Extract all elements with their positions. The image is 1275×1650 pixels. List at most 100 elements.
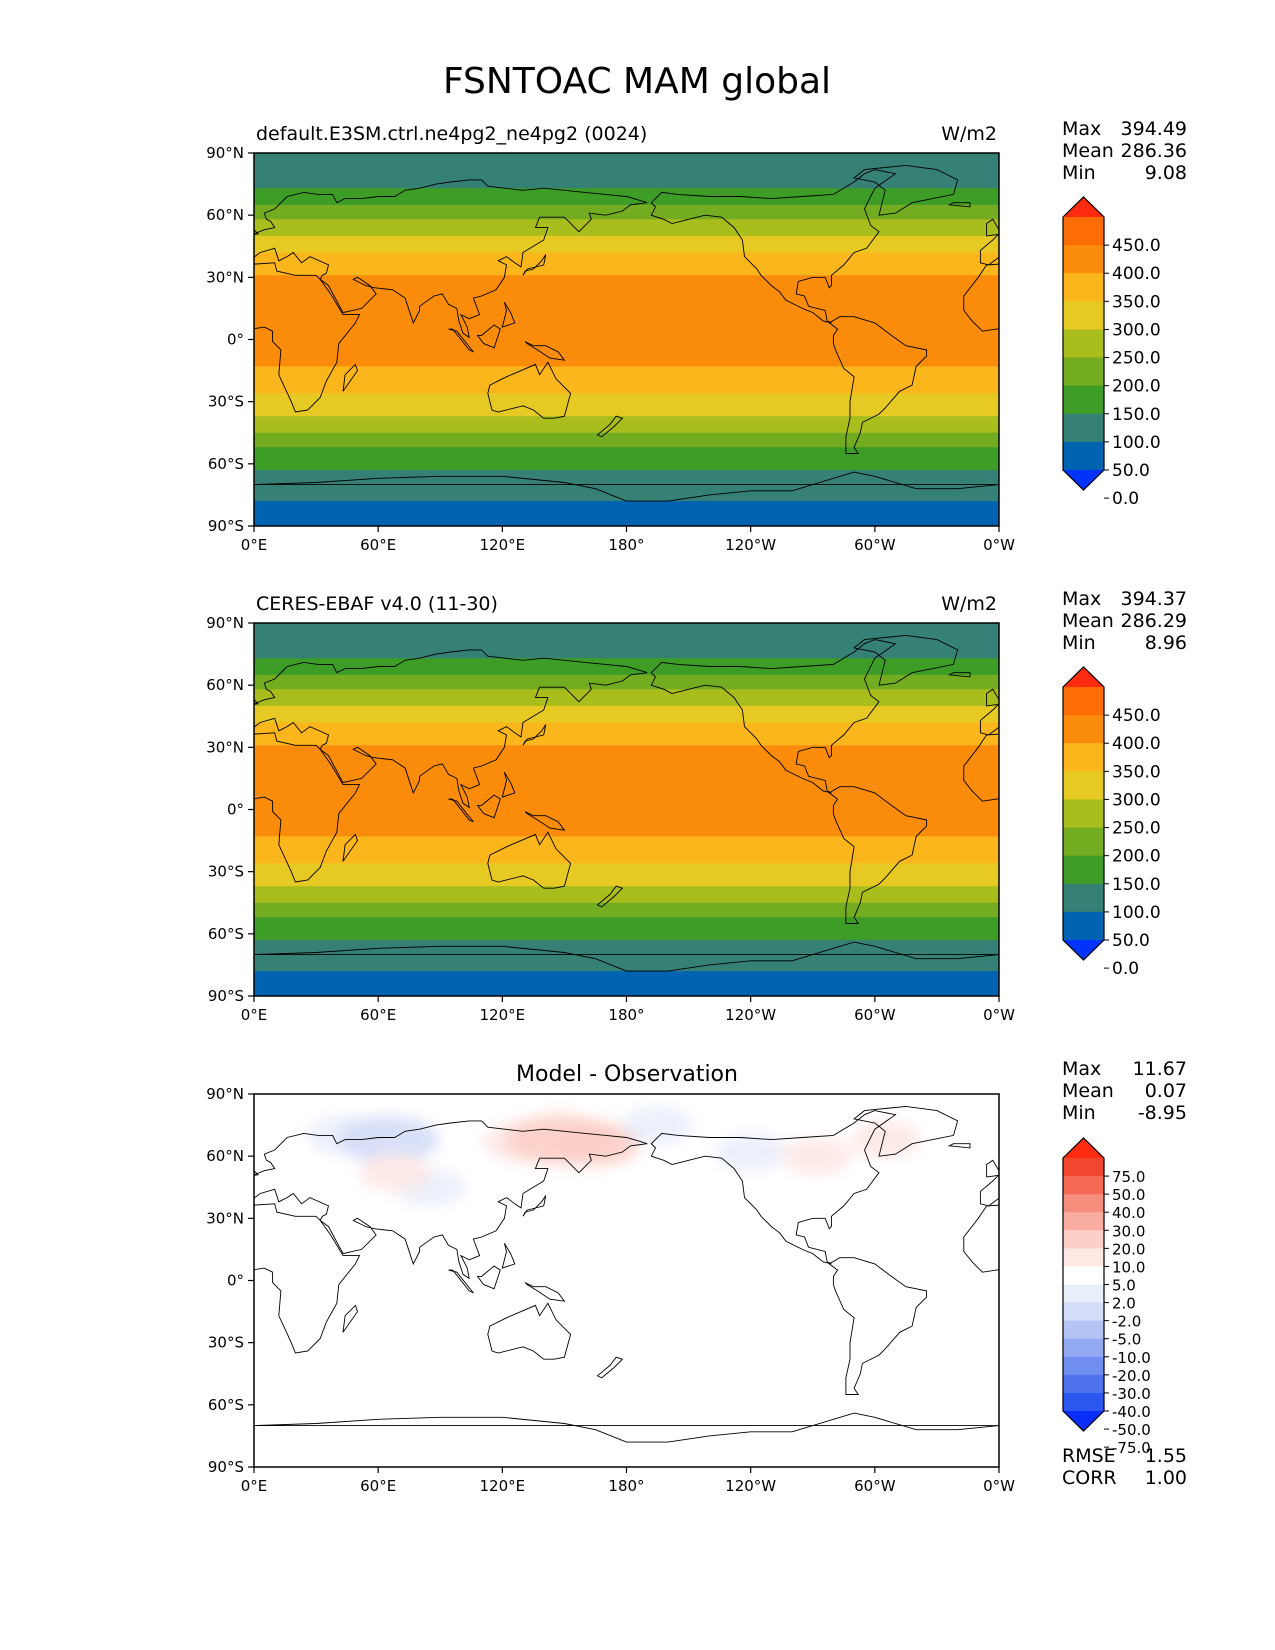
lat-band: [254, 447, 999, 450]
lat-band: [254, 896, 999, 900]
lat-band: [254, 952, 999, 956]
lat-band: [254, 697, 999, 701]
colorbar-label: 350.0: [1112, 292, 1161, 312]
lat-band: [254, 165, 999, 169]
coastline: [254, 732, 361, 883]
colorbar-label: 2.0: [1112, 1295, 1136, 1313]
coastline: [84, 1258, 181, 1395]
coastline: [501, 771, 516, 798]
coastline: [650, 1110, 897, 1265]
lat-band: [254, 385, 999, 388]
lat-band: [254, 461, 999, 465]
lat-band: [254, 908, 999, 912]
lat-band: [254, 457, 999, 461]
lat-band: [254, 695, 999, 699]
coastline: [109, 1106, 213, 1156]
lat-band: [254, 262, 999, 266]
lat-band: [254, 496, 999, 500]
lat-band: [254, 772, 999, 775]
colorbar-label: 0.0: [1112, 959, 1139, 979]
lat-band: [254, 277, 999, 280]
lat-band: [254, 364, 999, 368]
lat-band: [254, 805, 999, 809]
lat-band: [254, 445, 999, 448]
coastline: [1247, 302, 1260, 327]
lat-band: [254, 724, 999, 728]
stat-mean-value: 286.29: [1121, 610, 1187, 632]
lat-band: [254, 678, 999, 682]
lat-band: [254, 958, 999, 962]
lat-band: [254, 476, 999, 479]
x-tick-label: 120°E: [480, 1477, 526, 1495]
lat-band: [254, 732, 999, 736]
lat-band: [254, 960, 999, 964]
coastline: [109, 165, 213, 215]
lat-band: [254, 836, 999, 840]
lat-band: [254, 337, 999, 341]
lat-band: [254, 975, 999, 978]
stat-min-label: Min: [1062, 632, 1096, 654]
lat-band: [254, 438, 999, 442]
coastline: [524, 341, 566, 361]
colorbar-label: 250.0: [1112, 819, 1161, 839]
lat-band: [254, 250, 999, 254]
lat-band: [254, 790, 999, 794]
lat-band: [254, 343, 999, 347]
lat-band: [254, 289, 999, 293]
lat-band: [254, 923, 999, 927]
lat-band: [254, 519, 999, 523]
lat-band: [254, 815, 999, 819]
lat-band: [254, 656, 999, 659]
coastline: [947, 672, 971, 678]
lat-band: [254, 306, 999, 310]
coastline: [342, 363, 358, 392]
lat-band: [254, 776, 999, 780]
y-tick-label: 90°N: [206, 144, 244, 162]
coastline: [986, 688, 999, 707]
lat-band: [254, 484, 999, 488]
y-tick-label: 90°N: [206, 1085, 244, 1103]
anomaly-blob: [850, 1120, 921, 1159]
y-tick-label: 30°N: [206, 1209, 244, 1227]
colorbar-label: 400.0: [1112, 264, 1161, 284]
colorbar-label: -2.0: [1112, 1313, 1141, 1331]
coastline: [596, 885, 624, 908]
lat-band: [254, 153, 999, 156]
x-tick-label: 60°E: [360, 536, 396, 554]
coastline: [448, 1269, 474, 1294]
y-tick-label: 0°: [227, 331, 244, 349]
lat-band: [254, 877, 999, 881]
lat-band: [254, 728, 999, 732]
panel-diff-title: Model - Observation: [516, 1062, 738, 1087]
coastline: [979, 703, 999, 736]
lat-band: [254, 356, 999, 359]
coastline: [1268, 255, 1275, 276]
lat-band: [254, 159, 999, 162]
lat-band: [254, 817, 999, 821]
lat-band: [254, 900, 999, 904]
lat-band: [254, 482, 999, 486]
lat-band: [254, 295, 999, 299]
lat-band: [254, 979, 999, 983]
colorbar-label: 5.0: [1112, 1277, 1136, 1295]
lat-band: [254, 451, 999, 455]
lat-band: [254, 501, 999, 504]
stat-min-value: 9.08: [1145, 162, 1187, 184]
lat-band: [254, 329, 999, 332]
lat-band: [254, 432, 999, 436]
lat-band: [254, 383, 999, 386]
lat-band: [254, 919, 999, 922]
axis-ticks-diff: 0°E 60°E 120°E 180° 120°W 60°W 0°W 90°N 60°N 30°N…: [206, 1085, 1015, 1495]
colorbar-segment: [1063, 1194, 1104, 1213]
lat-band: [254, 273, 999, 276]
lat-band: [254, 942, 999, 945]
lat-band: [254, 380, 999, 384]
lat-band: [254, 339, 999, 343]
colorbar-label: 50.0: [1112, 931, 1150, 951]
lat-band: [254, 701, 999, 705]
lat-band: [254, 838, 999, 842]
lat-band: [254, 246, 999, 249]
stats-model: Max 394.49 Mean 286.36 Min 9.08: [1062, 118, 1187, 184]
x-tick-label: 0°E: [241, 1006, 268, 1024]
y-tick-label: 60°S: [208, 455, 244, 473]
